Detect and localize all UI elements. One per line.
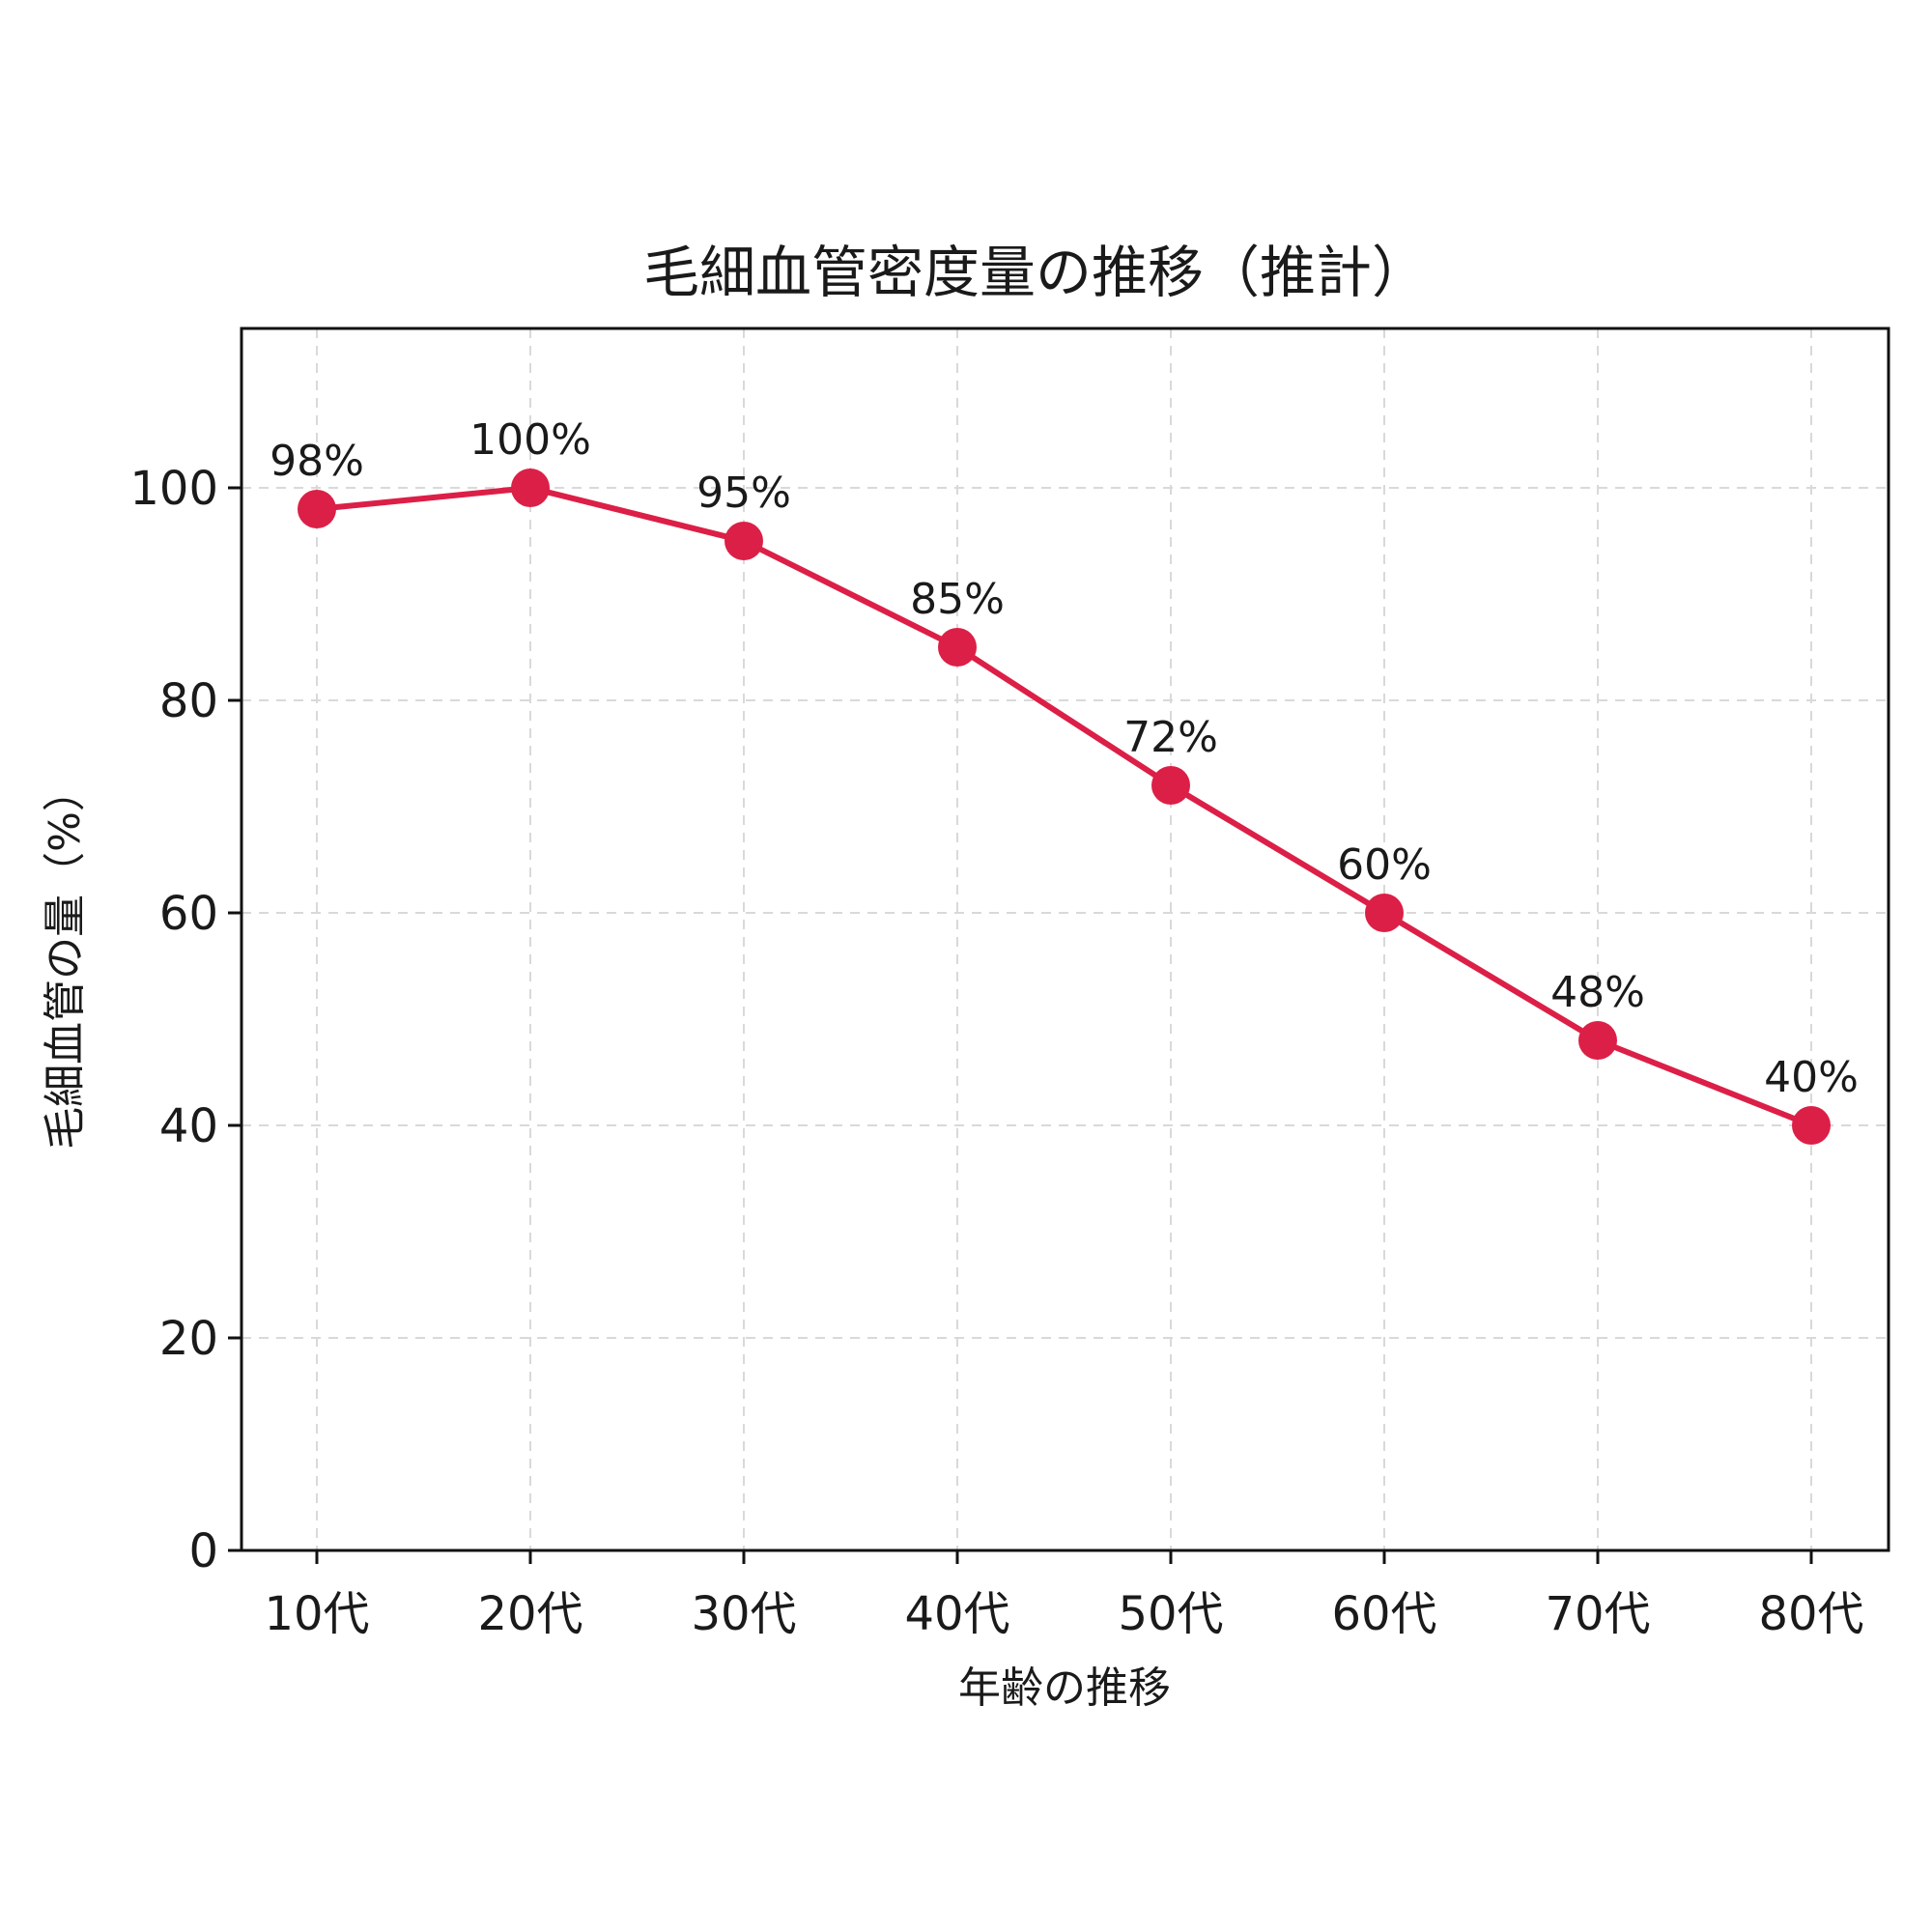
data-label: 100%	[469, 415, 591, 465]
data-point	[724, 522, 763, 560]
plot-area-frame	[240, 327, 1890, 1552]
data-label: 60%	[1337, 840, 1432, 890]
x-tick-label: 50代	[1118, 1587, 1223, 1641]
data-point	[1578, 1021, 1617, 1060]
y-tick-label: 80	[159, 674, 218, 728]
data-label: 40%	[1764, 1053, 1859, 1102]
y-tick-label: 0	[188, 1524, 218, 1578]
data-label: 48%	[1550, 968, 1645, 1017]
data-label: 98%	[270, 437, 364, 486]
x-axis-label: 年齢の推移	[958, 1663, 1171, 1713]
data-point	[1365, 894, 1404, 932]
data-labels: 98% 100% 95% 85% 72% 60% 48% 40%	[270, 415, 1859, 1102]
data-point	[1792, 1106, 1831, 1145]
x-tick-label: 60代	[1331, 1587, 1436, 1641]
series-line	[314, 485, 1814, 1128]
x-tick-label: 30代	[691, 1587, 796, 1641]
x-tick-label: 40代	[904, 1587, 1009, 1641]
y-tick-label: 100	[129, 462, 218, 516]
data-points	[298, 469, 1831, 1145]
data-label: 72%	[1123, 713, 1218, 762]
y-axis-label: 毛細血管の量（%）	[41, 769, 90, 1150]
x-tick-label: 80代	[1758, 1587, 1863, 1641]
data-point	[298, 490, 336, 528]
x-tick-label: 20代	[477, 1587, 582, 1641]
data-point	[511, 469, 550, 507]
y-tick-label: 60	[159, 887, 218, 941]
y-axis: 0 20 40 60 80 100	[129, 462, 242, 1578]
data-point	[1151, 766, 1190, 805]
data-point	[938, 628, 977, 667]
grid-lines	[242, 328, 1889, 1551]
y-tick-label: 20	[159, 1312, 218, 1366]
x-tick-label: 10代	[264, 1587, 369, 1641]
y-tick-label: 40	[159, 1099, 218, 1153]
chart-title: 毛細血管密度量の推移（推計）	[643, 240, 1428, 305]
x-axis: 10代 20代 30代 40代 50代 60代 70代 80代	[264, 1550, 1864, 1641]
data-label: 95%	[696, 469, 791, 518]
x-tick-label: 70代	[1545, 1587, 1650, 1641]
data-label: 85%	[910, 575, 1005, 624]
